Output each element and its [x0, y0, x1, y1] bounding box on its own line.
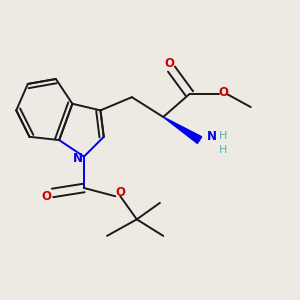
Text: N: N	[73, 152, 83, 165]
Text: H: H	[219, 145, 227, 155]
Text: O: O	[42, 190, 52, 203]
Text: O: O	[165, 57, 175, 70]
Text: O: O	[218, 86, 228, 99]
Polygon shape	[163, 117, 202, 143]
Text: N: N	[207, 130, 217, 142]
Text: O: O	[115, 186, 125, 199]
Text: H: H	[219, 131, 227, 141]
